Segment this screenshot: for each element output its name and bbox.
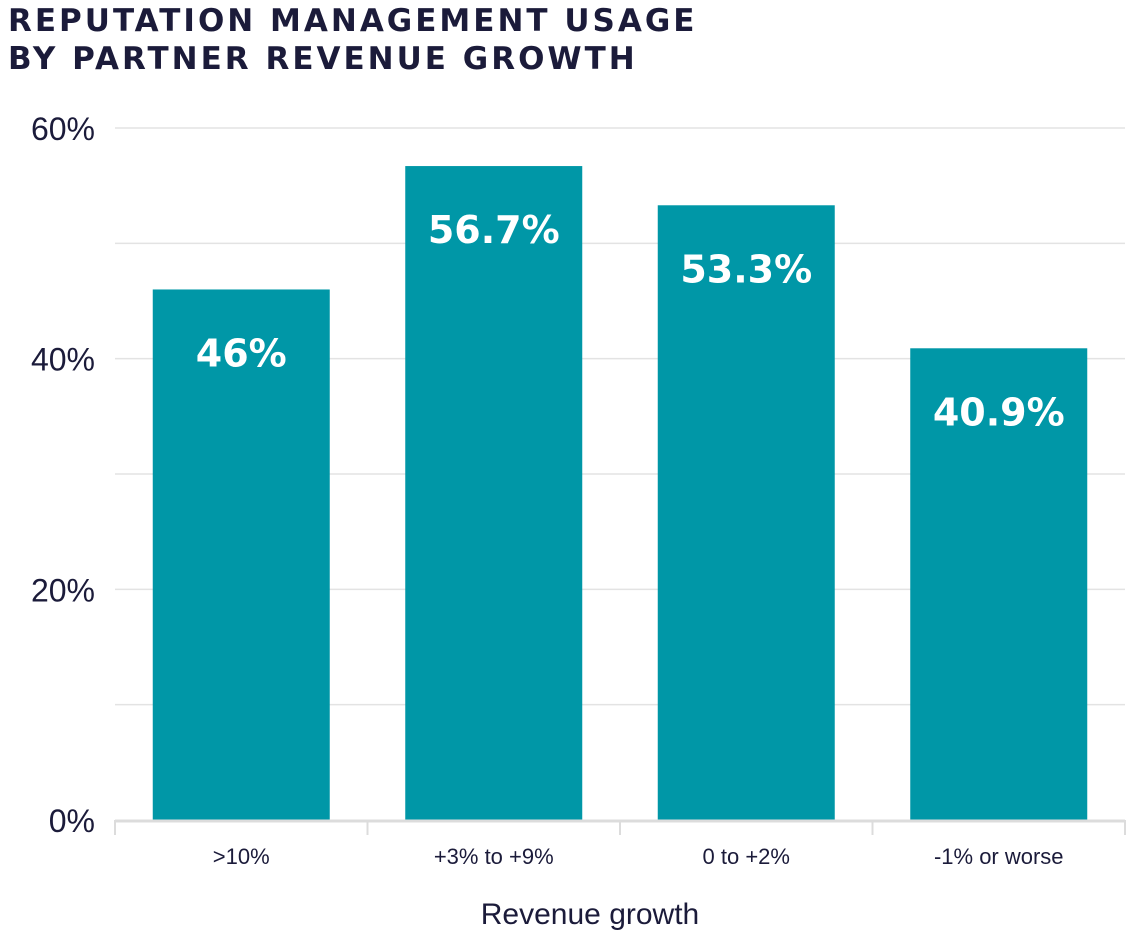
x-tick-label: +3% to +9%: [434, 844, 554, 869]
data-label: 53.3%: [680, 247, 812, 291]
x-tick-label: >10%: [213, 844, 270, 869]
bar: [405, 166, 583, 820]
chart-title-line-2: BY PARTNER REVENUE GROWTH: [8, 41, 638, 77]
y-tick-label: 20%: [31, 572, 95, 608]
y-tick-label: 40%: [31, 342, 95, 378]
y-tick-label: 0%: [49, 803, 95, 839]
data-label: 40.9%: [933, 390, 1065, 434]
data-label: 56.7%: [428, 208, 560, 252]
chart-title: REPUTATION MANAGEMENT USAGE BY PARTNER R…: [8, 2, 697, 78]
bar: [657, 205, 835, 821]
x-tick-label: -1% or worse: [934, 844, 1064, 869]
x-axis-label: Revenue growth: [481, 898, 699, 931]
data-label: 46%: [196, 331, 287, 375]
bar: [910, 348, 1088, 820]
y-tick-label: 60%: [31, 111, 95, 147]
chart-title-line-1: REPUTATION MANAGEMENT USAGE: [8, 3, 698, 39]
bar: [152, 289, 330, 820]
x-tick-label: 0 to +2%: [703, 844, 790, 869]
